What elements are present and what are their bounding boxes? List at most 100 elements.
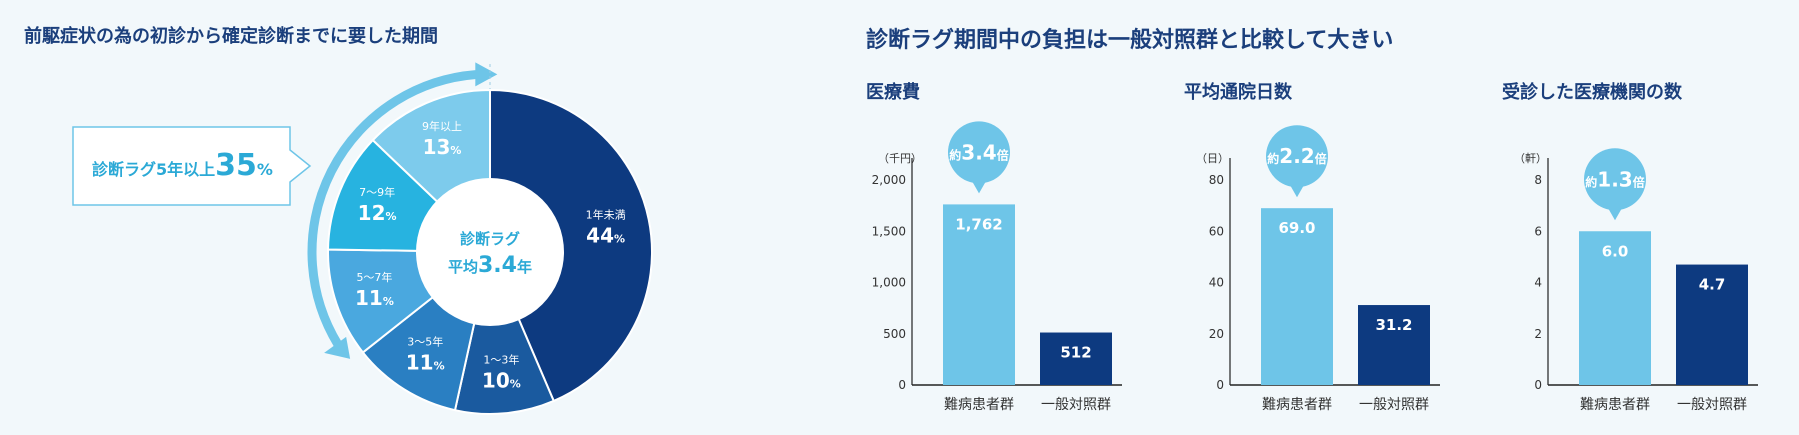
callout-box: 診断ラグ5年以上35% <box>72 126 312 206</box>
pie-center-average: 平均3.4年 <box>448 253 532 278</box>
pie-slice-value-unit: % <box>434 359 445 372</box>
ratio-bubble <box>1584 148 1646 211</box>
x-tick-label: 一般対照群 <box>1677 397 1747 413</box>
bar-value-label: 6.0 <box>1602 242 1629 260</box>
pie-slice-label: 3～5年 <box>407 334 443 348</box>
pie-center-average-value: 3.4 <box>478 253 517 278</box>
pie-slice-value-number: 11 <box>355 286 383 310</box>
ratio-text: 約2.2倍 <box>1267 144 1326 168</box>
callout-unit: % <box>257 160 273 179</box>
y-tick-label: 1,000 <box>872 276 906 290</box>
x-tick-label: 一般対照群 <box>1359 397 1429 413</box>
callout-text: 診断ラグ5年以上35% <box>92 148 273 183</box>
bar-chart-unit: （千円） <box>878 152 922 165</box>
left-panel-title: 前駆症状の為の初診から確定診断までに要した期間 <box>24 26 438 47</box>
y-tick-label: 20 <box>1209 327 1224 341</box>
y-tick-label: 80 <box>1209 173 1224 187</box>
bar <box>1040 332 1112 385</box>
callout-value: 35 <box>215 148 257 183</box>
pie-slice-value-unit: % <box>510 377 521 390</box>
bar <box>1676 264 1748 385</box>
y-tick-label: 1,500 <box>872 224 906 238</box>
ratio-suffix: 倍 <box>1633 174 1645 189</box>
x-tick-label: 難病患者群 <box>1262 397 1332 413</box>
callout-box-shape <box>72 126 312 206</box>
bar-chart-unit: （軒） <box>1514 152 1547 165</box>
ratio-suffix: 倍 <box>1315 151 1327 166</box>
pie-slice-label: 1～3年 <box>483 352 519 366</box>
bar <box>1579 231 1651 385</box>
y-tick-label: 2 <box>1534 327 1542 341</box>
bar-value-label: 69.0 <box>1278 219 1315 237</box>
pie-slice-label: 9年以上 <box>422 119 462 133</box>
pie-slice-value-unit: % <box>383 295 394 308</box>
bar-chart-title: 受診した医療機関の数 <box>1502 81 1683 103</box>
ratio-bubble <box>1266 125 1328 188</box>
ratio-value: 1.3 <box>1597 167 1632 191</box>
bar-chart-1: 医療費 （千円） 0 500 1,000 1,500 2,000 1,762 難病患者群 512 一… <box>866 81 1122 413</box>
pie-slice-value-number: 10 <box>482 368 510 392</box>
pie-slice-label: 1年未満 <box>586 207 626 221</box>
y-tick-label: 0 <box>1216 378 1224 392</box>
y-tick-label: 0 <box>1534 378 1542 392</box>
bar-chart-2: 平均通院日数 （日） 0 20 40 60 80 69.0 難病患者群 31.2 一般対照群 約2.2… <box>1184 81 1440 413</box>
pie-slice-label: 5～7年 <box>356 270 392 284</box>
y-tick-label: 2,000 <box>872 173 906 187</box>
pie-chart: 1年未満 44% 1～3年 10% 3～5年 11% 5～7年 11% 7～9年 12% 9年以上 1… <box>72 62 653 415</box>
bar-chart-title: 平均通院日数 <box>1184 81 1293 103</box>
y-tick-label: 0 <box>898 378 906 392</box>
right-panel-title: 診断ラグ期間中の負担は一般対照群と比較して大きい <box>866 28 1394 53</box>
y-tick-label: 8 <box>1534 173 1542 187</box>
ratio-text: 約1.3倍 <box>1585 167 1644 191</box>
pie-slice-value-unit: % <box>614 232 625 245</box>
left-panel: 前駆症状の為の初診から確定診断までに要した期間 1年未満 44% 1～3年 10% 3～… <box>0 0 836 435</box>
callout-arrow <box>307 62 498 359</box>
bar-charts: 医療費 （千円） 0 500 1,000 1,500 2,000 1,762 難病患者群 512 一… <box>866 81 1758 413</box>
pie-slice-value-number: 11 <box>406 350 434 374</box>
bar-chart-unit: （日） <box>1196 152 1229 165</box>
ratio-bubble-pointer <box>1289 183 1305 198</box>
y-tick-label: 500 <box>883 327 906 341</box>
ratio-prefix: 約 <box>1267 151 1279 166</box>
bar-chart-title: 医療費 <box>866 81 920 103</box>
ratio-bubble-pointer <box>1607 206 1623 221</box>
pie-slice-value-number: 12 <box>358 201 386 225</box>
pie-slice-value-unit: % <box>450 144 461 157</box>
bar-value-label: 1,762 <box>955 215 1002 233</box>
callout-arrow-head-top <box>475 62 498 87</box>
ratio-value: 3.4 <box>961 140 996 164</box>
x-tick-label: 一般対照群 <box>1041 397 1111 413</box>
pie-slice-label: 7～9年 <box>359 185 395 199</box>
y-tick-label: 40 <box>1209 276 1224 290</box>
bar-value-label: 31.2 <box>1375 316 1412 334</box>
ratio-suffix: 倍 <box>997 147 1009 162</box>
callout-label: 診断ラグ5年以上 <box>92 160 215 179</box>
callout-arrow-head-bottom <box>324 336 351 359</box>
x-tick-label: 難病患者群 <box>1580 397 1650 413</box>
x-tick-label: 難病患者群 <box>944 397 1014 413</box>
pie-slice <box>489 88 653 403</box>
pie-slice <box>453 248 556 415</box>
pie-slice-value-number: 13 <box>423 135 451 159</box>
ratio-prefix: 約 <box>949 147 961 162</box>
pie-slice-value: 11% <box>355 286 394 310</box>
callout-arrow-arc <box>307 70 477 348</box>
ratio-value: 2.2 <box>1279 144 1314 168</box>
pie-slice-value: 11% <box>406 350 445 374</box>
pie-slice-value-unit: % <box>386 210 397 223</box>
pie-center-circle <box>416 178 564 326</box>
bar-chart-3: 受診した医療機関の数 （軒） 0 2 4 6 8 6.0 難病患者群 4.7 一般対照群 約1.3倍 <box>1502 81 1758 413</box>
pie-center-title: 診断ラグ <box>460 230 520 248</box>
pie-center-average-unit: 年 <box>517 258 532 276</box>
pie-slice-value-number: 44 <box>586 223 614 247</box>
right-panel: 診断ラグ期間中の負担は一般対照群と比較して大きい 医療費 （千円） 0 500 1,00… <box>836 0 1799 435</box>
bar <box>1261 208 1333 385</box>
bar <box>943 204 1015 385</box>
y-tick-label: 60 <box>1209 224 1224 238</box>
bar-value-label: 512 <box>1060 344 1091 362</box>
ratio-bubble-pointer <box>971 179 987 194</box>
y-tick-label: 4 <box>1534 276 1542 290</box>
ratio-prefix: 約 <box>1585 174 1597 189</box>
ratio-text: 約3.4倍 <box>949 140 1008 164</box>
ratio-bubble <box>948 121 1010 184</box>
